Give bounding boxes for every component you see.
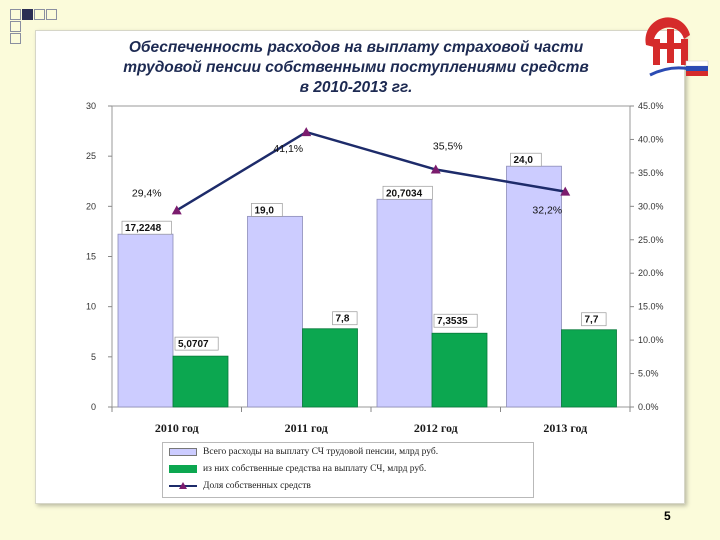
legend-item-total: Всего расходы на выплату СЧ трудовой пен… <box>169 447 438 461</box>
bar-own-label: 7,7 <box>585 315 599 326</box>
y-left-tick-label: 5 <box>91 352 96 362</box>
bar-total-label-box <box>251 203 283 217</box>
bar-total-label-box <box>121 220 172 235</box>
y-right-tick-label: 40.0% <box>638 134 664 144</box>
share-line <box>176 130 566 212</box>
share-label: 32,2% <box>532 205 562 217</box>
bar-own-label: 5,0707 <box>178 339 209 350</box>
x-tick-label: 2011 год <box>285 421 328 435</box>
y-left-tick-label: 10 <box>86 302 96 312</box>
share-marker <box>301 127 312 137</box>
legend-item-own: из них собственные средства на выплату С… <box>169 464 426 478</box>
share-marker <box>171 205 182 215</box>
legend-label-own: из них собственные средства на выплату С… <box>203 464 427 474</box>
y-right-tick-label: 5.0% <box>638 369 659 379</box>
y-right-tick-label: 0.0% <box>638 402 659 412</box>
y-right-tick-label: 25.0% <box>638 235 664 245</box>
y-right-tick-label: 20.0% <box>638 268 664 278</box>
bar-total-label: 19,0 <box>255 205 275 216</box>
title-line-1: Обеспеченность расходов на выплату страх… <box>128 39 584 56</box>
chart-title: Обеспеченность расходов на выплату страх… <box>60 38 652 98</box>
bar-own-label-box <box>581 312 607 327</box>
bar-total-label-box <box>382 185 433 200</box>
bar-own <box>561 329 617 408</box>
y-right-tick-label: 15.0% <box>638 302 664 312</box>
share-marker <box>560 186 571 196</box>
y-left-tick-label: 15 <box>86 252 96 262</box>
bar-own <box>431 332 488 408</box>
bar-own-label-box <box>174 336 219 351</box>
title-line-2: трудовой пенсии собственными поступления… <box>123 59 589 76</box>
bar-total-label: 17,2248 <box>125 223 162 234</box>
x-tick-label: 2013 год <box>543 421 587 435</box>
share-label: 41,1% <box>273 143 303 155</box>
legend-item-share: Доля собственных средств <box>169 481 311 495</box>
bar-own <box>302 328 358 408</box>
bar-own-label: 7,3535 <box>437 316 468 327</box>
y-left-tick-label: 25 <box>86 151 96 161</box>
bar-total-label: 20,7034 <box>386 188 423 199</box>
decor-square <box>46 9 57 20</box>
legend-swatch-own <box>169 465 197 473</box>
y-right-tick-label: 45.0% <box>638 101 664 111</box>
y-left-tick-label: 20 <box>86 201 96 211</box>
decor-square <box>22 9 33 20</box>
bar-own-label-box <box>332 311 358 326</box>
bar-own-label: 7,8 <box>336 314 350 325</box>
bar-own <box>172 355 229 408</box>
legend: Всего расходы на выплату СЧ трудовой пен… <box>162 442 534 498</box>
decor-square <box>10 9 21 20</box>
decor-square <box>34 9 45 20</box>
y-right-tick-label: 30.0% <box>638 201 664 211</box>
decor-square <box>10 33 21 44</box>
y-left-tick-label: 30 <box>86 101 96 111</box>
page-number: 5 <box>664 509 671 523</box>
bar-total <box>376 198 433 408</box>
bar-total-label-box <box>510 152 542 167</box>
share-label: 29,4% <box>132 187 162 199</box>
legend-label-share: Доля собственных средств <box>203 481 311 491</box>
pfr-logo-icon <box>645 17 709 77</box>
decor-square <box>10 21 21 32</box>
legend-swatch-share <box>169 482 197 489</box>
x-tick-label: 2010 год <box>155 421 199 435</box>
bar-total <box>506 165 562 408</box>
share-label: 35,5% <box>433 141 463 153</box>
bar-own-label-box <box>433 313 478 328</box>
bar-total-label: 24,0 <box>514 155 534 166</box>
y-right-tick-label: 35.0% <box>638 168 664 178</box>
x-tick-label: 2012 год <box>414 421 458 435</box>
bar-total <box>117 233 174 408</box>
y-right-tick-label: 10.0% <box>638 335 664 345</box>
y-left-tick-label: 0 <box>91 402 96 412</box>
title-line-3: в 2010-2013 гг. <box>299 79 413 96</box>
legend-swatch-total <box>169 448 197 456</box>
share-marker <box>430 164 441 174</box>
legend-label-total: Всего расходы на выплату СЧ трудовой пен… <box>203 447 439 457</box>
bar-total <box>247 215 303 408</box>
